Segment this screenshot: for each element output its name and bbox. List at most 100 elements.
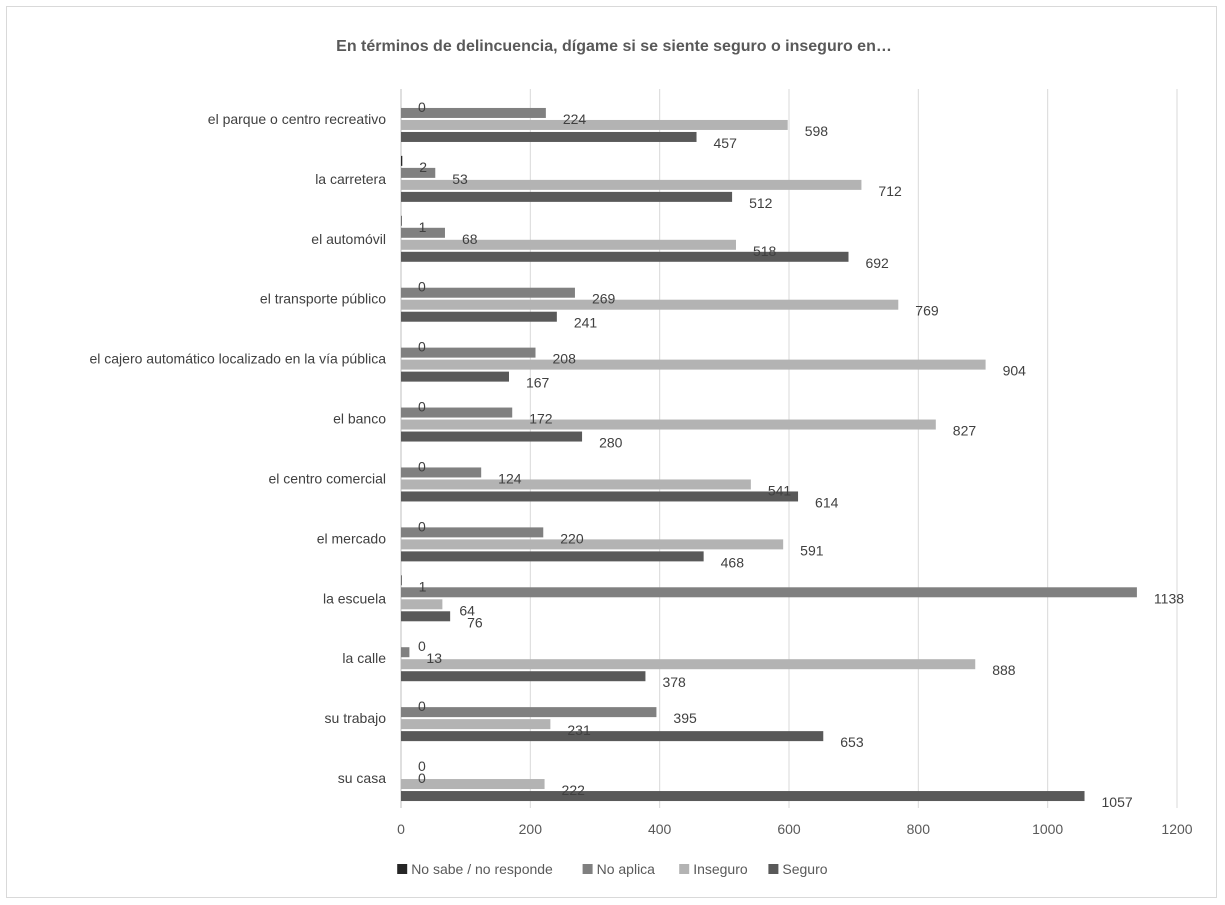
category-label: la carretera [315, 171, 386, 187]
data-label: 518 [753, 243, 777, 259]
data-label: 280 [599, 435, 623, 451]
legend: No sabe / no responde No aplica Inseguro Se… [397, 861, 828, 877]
data-label: 124 [498, 470, 522, 486]
chart-frame [6, 6, 1217, 898]
data-label: 220 [560, 530, 584, 546]
bar [401, 167, 436, 178]
data-label: 1138 [1154, 590, 1184, 606]
bar [401, 251, 849, 262]
category-label: el automóvil [311, 231, 386, 247]
data-label: 0 [418, 638, 426, 654]
category-label: su trabajo [325, 710, 387, 726]
bar [401, 119, 788, 130]
bar [401, 131, 697, 142]
data-label: 0 [418, 770, 426, 786]
bar [401, 215, 402, 226]
data-label: 378 [662, 674, 686, 690]
data-label: 468 [721, 554, 745, 570]
data-label: 167 [526, 375, 550, 391]
bar [401, 227, 445, 238]
gridlines [400, 89, 1178, 808]
bar [401, 467, 482, 478]
legend-swatch [679, 864, 690, 874]
x-tick-label: 400 [648, 821, 672, 837]
bar [401, 647, 410, 658]
x-tick-label: 200 [519, 821, 543, 837]
bar [401, 791, 1085, 802]
bar [401, 491, 799, 502]
legend-label: Inseguro [693, 861, 748, 877]
category-label: el mercado [317, 530, 386, 546]
category-labels: el parque o centro recreativo la carreter… [89, 111, 386, 786]
bar [401, 659, 976, 670]
data-label: 769 [915, 303, 939, 319]
category-label: el centro comercial [269, 470, 387, 486]
data-label: 541 [768, 482, 792, 498]
bar [401, 107, 546, 118]
x-axis-ticks: 0 200 400 600 800 1000 1200 [397, 821, 1193, 837]
bar [401, 611, 451, 622]
data-label: 0 [418, 698, 426, 714]
data-label: 457 [714, 135, 738, 151]
legend-label: Seguro [782, 861, 827, 877]
bar [401, 419, 936, 430]
bar [401, 551, 704, 562]
bar [401, 287, 575, 298]
bar [401, 539, 784, 550]
data-label: 208 [553, 351, 577, 367]
bar [401, 587, 1137, 598]
data-label: 231 [567, 722, 591, 738]
bar [401, 575, 402, 586]
data-label: 0 [418, 518, 426, 534]
data-label: 13 [426, 650, 442, 666]
data-label: 653 [840, 734, 864, 750]
legend-label: No aplica [597, 861, 656, 877]
data-label: 827 [953, 423, 977, 439]
x-tick-label: 0 [397, 821, 405, 837]
bar [401, 407, 513, 418]
data-label: 222 [562, 782, 586, 798]
category-label: la escuela [323, 590, 386, 606]
category-label: el cajero automático localizado en la ví… [89, 351, 386, 367]
bar [401, 191, 733, 202]
legend-swatch [768, 864, 779, 874]
chart-title: En términos de delincuencia, dígame si s… [336, 38, 892, 55]
data-label: 0 [418, 99, 426, 115]
bar [401, 731, 824, 742]
data-label: 0 [418, 758, 426, 774]
data-label: 224 [563, 111, 587, 127]
category-label: su casa [338, 770, 386, 786]
data-label: 68 [462, 231, 478, 247]
data-label: 2 [419, 159, 427, 175]
bar [401, 239, 736, 250]
data-label: 512 [749, 195, 773, 211]
bar [401, 311, 557, 322]
data-label: 241 [574, 315, 598, 331]
bar [401, 599, 443, 610]
data-labels: 0 224 598 457 2 53 712 512 1 68 518 692 0 269 769 241 0 2… [418, 99, 1184, 810]
bar [401, 527, 544, 538]
data-label: 0 [418, 279, 426, 295]
category-label: el transporte público [260, 291, 386, 307]
bar [401, 431, 583, 442]
bar [401, 371, 509, 382]
data-label: 1 [419, 219, 427, 235]
bar [401, 179, 862, 190]
data-label: 1 [419, 578, 427, 594]
data-label: 692 [865, 255, 889, 271]
bar [401, 671, 646, 682]
x-tick-label: 1200 [1161, 821, 1192, 837]
bar [401, 155, 403, 166]
x-tick-label: 800 [907, 821, 931, 837]
x-tick-label: 600 [777, 821, 801, 837]
bar [401, 707, 657, 718]
bar [401, 359, 986, 370]
x-tick-label: 1000 [1032, 821, 1063, 837]
data-label: 904 [1003, 363, 1027, 379]
data-label: 0 [418, 399, 426, 415]
category-label: el banco [333, 411, 386, 427]
data-label: 614 [815, 494, 839, 510]
legend-swatch [582, 864, 593, 874]
category-label: el parque o centro recreativo [208, 111, 386, 127]
